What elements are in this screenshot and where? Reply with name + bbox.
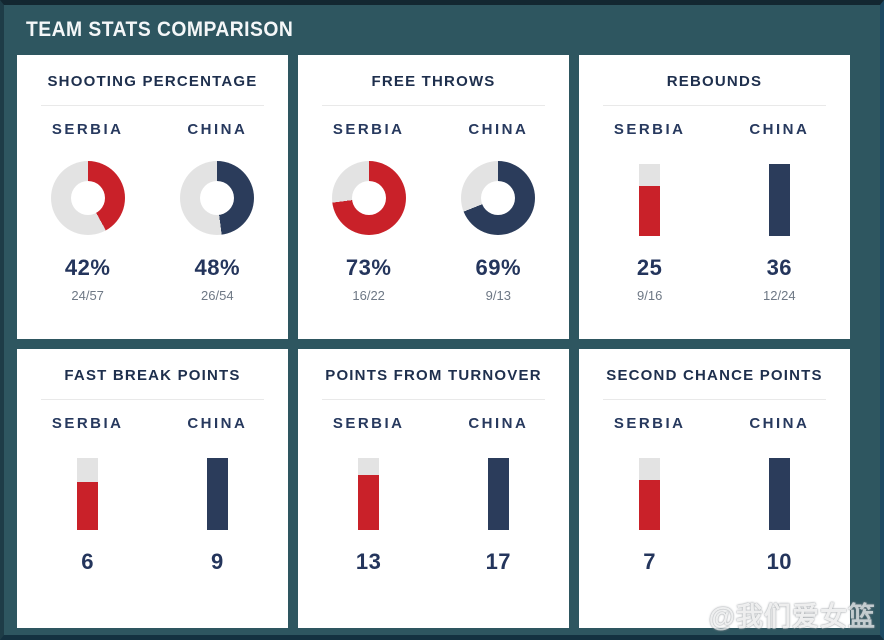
team-label: SERBIA [332, 121, 405, 138]
stat-value: 73% [345, 255, 392, 280]
bar-chart-serbia [639, 458, 661, 530]
team-column-serbia: SERBIA 73% 16/22 [310, 121, 428, 303]
team-column-china: CHINA 69% 9/13 [439, 121, 557, 303]
divider [41, 105, 264, 106]
stat-value: 48% [194, 255, 241, 280]
panel-title: POINTS FROM TURNOVER [325, 367, 542, 384]
stat-fraction: 9/13 [485, 288, 511, 303]
panel-second-chance-points: SECOND CHANCE POINTS SERBIA 7 CHINA 10 [579, 349, 850, 628]
stat-fraction: 16/22 [352, 288, 385, 303]
bar-chart-serbia [639, 164, 661, 236]
bar-fill [768, 164, 790, 236]
panel-title: REBOUNDS [666, 73, 763, 90]
team-label: CHINA [187, 415, 248, 432]
bar-fill [487, 458, 509, 530]
team-label: CHINA [187, 121, 248, 138]
divider [603, 399, 826, 400]
team-label: CHINA [468, 121, 529, 138]
team-label: SERBIA [51, 415, 124, 432]
divider [322, 399, 545, 400]
stat-value: 6 [81, 549, 95, 574]
team-column-serbia: SERBIA 13 [310, 415, 428, 575]
panel-points-from-turnover: POINTS FROM TURNOVER SERBIA 13 CHINA 17 [298, 349, 569, 628]
donut-chart-china [180, 161, 255, 235]
team-column-serbia: SERBIA 42% 24/57 [29, 121, 147, 303]
panel-title: FAST BREAK POINTS [64, 367, 241, 384]
team-column-serbia: SERBIA 25 9/16 [591, 121, 709, 303]
team-column-china: CHINA 9 [158, 415, 276, 575]
header-bar: TEAM STATS COMPARISON [4, 5, 880, 55]
team-label: CHINA [468, 415, 529, 432]
donut-chart-serbia [50, 161, 125, 235]
stat-fraction: 9/16 [637, 288, 663, 303]
stat-fraction: 12/24 [763, 288, 796, 303]
stat-fraction: 26/54 [201, 288, 234, 303]
stat-value: 9 [210, 549, 224, 574]
bar-chart-serbia [77, 458, 99, 530]
team-label: SERBIA [613, 121, 686, 138]
divider [41, 399, 264, 400]
divider [322, 105, 545, 106]
stat-value: 25 [636, 255, 663, 280]
stat-value: 13 [355, 549, 382, 574]
stat-value: 17 [485, 549, 512, 574]
stat-value: 69% [475, 255, 522, 280]
stat-value: 10 [766, 549, 793, 574]
stat-value: 7 [643, 549, 657, 574]
stat-value: 36 [766, 255, 793, 280]
panel-title: SECOND CHANCE POINTS [606, 367, 823, 384]
bar-fill [77, 481, 99, 530]
bar-chart-china [768, 458, 790, 530]
team-label: SERBIA [613, 415, 686, 432]
team-column-serbia: SERBIA 6 [29, 415, 147, 575]
bar-fill [639, 479, 661, 530]
bar-chart-china [487, 458, 509, 530]
panel-fast-break-points: FAST BREAK POINTS SERBIA 6 CHINA 9 [17, 349, 288, 628]
bar-fill [358, 474, 380, 530]
bar-chart-serbia [358, 458, 380, 530]
divider [603, 105, 826, 106]
bar-fill [639, 186, 661, 236]
stat-value: 42% [64, 255, 111, 280]
panel-free-throws: FREE THROWS SERBIA 73% 16/22 CHINA 69% 9… [298, 55, 569, 339]
panel-rebounds: REBOUNDS SERBIA 25 9/16 CHINA 36 12/24 [579, 55, 850, 339]
team-label: SERBIA [51, 121, 124, 138]
team-label: CHINA [749, 415, 810, 432]
team-label: SERBIA [332, 415, 405, 432]
team-column-serbia: SERBIA 7 [591, 415, 709, 575]
team-column-china: CHINA 10 [720, 415, 838, 575]
bar-chart-china [206, 458, 228, 530]
donut-chart-china [461, 161, 536, 235]
bar-chart-china [768, 164, 790, 236]
panel-title: SHOOTING PERCENTAGE [47, 73, 258, 90]
team-label: CHINA [749, 121, 810, 138]
team-column-china: CHINA 36 12/24 [720, 121, 838, 303]
team-column-china: CHINA 48% 26/54 [158, 121, 276, 303]
donut-chart-serbia [331, 161, 406, 235]
bar-fill [768, 458, 790, 530]
panel-shooting-percentage: SHOOTING PERCENTAGE SERBIA 42% 24/57 CHI… [17, 55, 288, 339]
panel-grid: SHOOTING PERCENTAGE SERBIA 42% 24/57 CHI… [17, 55, 850, 628]
stat-fraction: 24/57 [71, 288, 104, 303]
page-title: TEAM STATS COMPARISON [26, 18, 294, 41]
team-column-china: CHINA 17 [439, 415, 557, 575]
panel-title: FREE THROWS [371, 73, 496, 90]
bar-fill [206, 458, 228, 530]
